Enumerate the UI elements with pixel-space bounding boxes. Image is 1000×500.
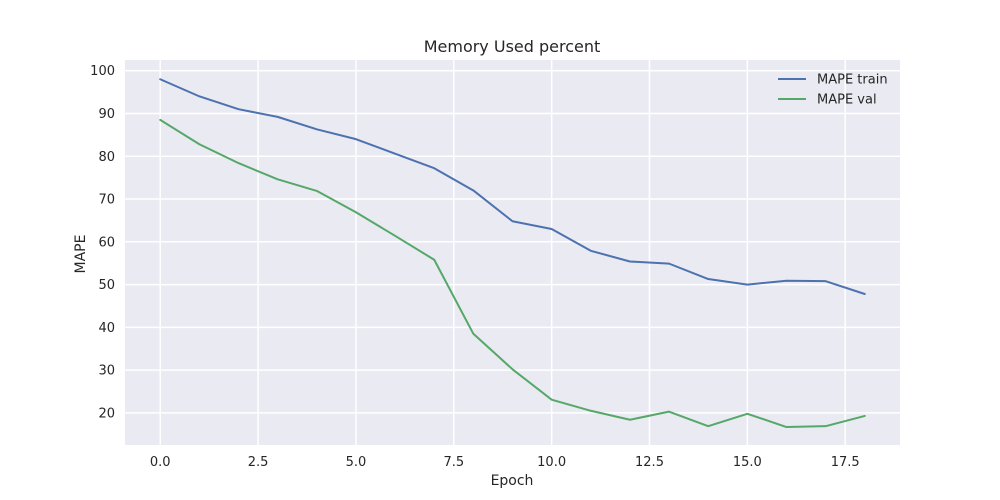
x-tick-label: 15.0	[733, 455, 762, 470]
y-axis-ticks: 20 30 40 50 60 70 80 90 100	[90, 64, 115, 421]
x-tick-label: 17.5	[831, 455, 860, 470]
x-tick-label: 7.5	[443, 455, 464, 470]
x-tick-label: 10.0	[537, 455, 566, 470]
x-axis-label: Epoch	[491, 473, 534, 489]
grid	[125, 60, 900, 445]
x-tick-label: 5.0	[346, 455, 367, 470]
series-line-0	[159, 78, 866, 295]
y-tick-label: 60	[98, 235, 115, 250]
y-tick-label: 90	[98, 107, 115, 122]
y-tick-label: 80	[98, 150, 115, 165]
legend-entry: MAPE train	[817, 73, 888, 88]
x-tick-label: 2.5	[248, 455, 269, 470]
y-tick-label: 70	[98, 193, 115, 208]
x-axis-ticks: 0.0 2.5 5.0 7.5 10.0 12.5 15.0 17.5	[150, 455, 860, 470]
plot-area	[125, 60, 900, 445]
y-tick-label: 30	[98, 364, 115, 379]
series-line-1	[159, 118, 866, 429]
x-tick-label: 12.5	[635, 455, 664, 470]
y-axis-label: MAPE	[73, 235, 89, 274]
x-tick-label: 0.0	[150, 455, 171, 470]
chart-title: Memory Used percent	[424, 37, 601, 56]
legend-entry: MAPE val	[817, 93, 877, 108]
y-tick-label: 100	[90, 64, 115, 79]
series-layer	[159, 78, 866, 429]
y-tick-label: 50	[98, 278, 115, 293]
y-tick-label: 40	[98, 321, 115, 336]
y-tick-label: 20	[98, 406, 115, 421]
legend: MAPE train MAPE val	[778, 73, 888, 108]
